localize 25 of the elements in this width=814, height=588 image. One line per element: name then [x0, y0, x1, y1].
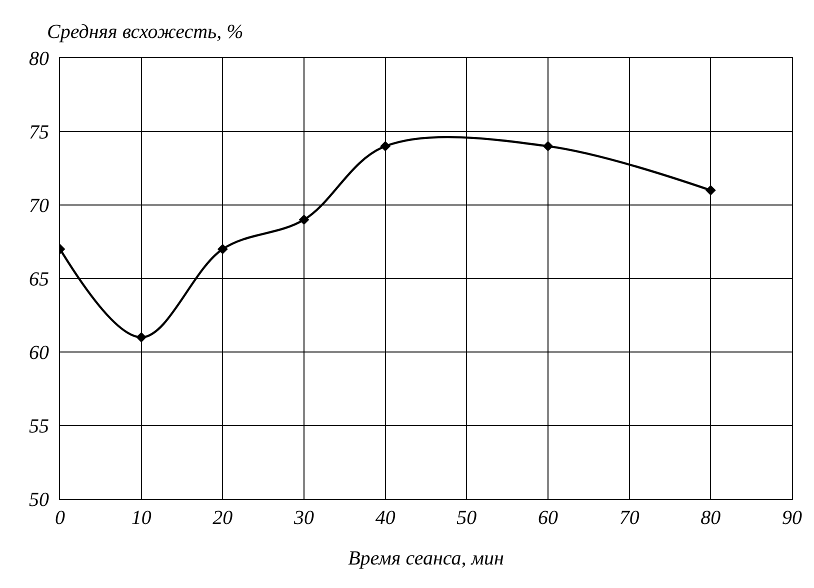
point — [380, 141, 391, 152]
y-tick-label: 75 — [29, 122, 49, 144]
x-tick-label: 70 — [619, 507, 640, 529]
x-tick-label: 50 — [456, 507, 477, 529]
point — [542, 141, 554, 152]
x-tick-label: 90 — [782, 507, 802, 529]
point — [136, 332, 147, 342]
y-tick-label: 80 — [29, 48, 49, 70]
point — [298, 214, 310, 225]
x-axis-title: Время сеанса, мин — [348, 548, 504, 570]
x-tick-label: 60 — [538, 507, 558, 529]
y-tick-label: 55 — [29, 416, 49, 438]
x-tick-label: 10 — [131, 507, 152, 529]
point — [705, 185, 716, 196]
x-tick-label: 0 — [55, 507, 65, 529]
y-axis-title: Средняя всхожесть, % — [47, 21, 244, 43]
x-tick-label: 40 — [375, 507, 396, 529]
y-tick-label: 60 — [29, 342, 49, 364]
x-tick-label: 80 — [700, 507, 721, 529]
y-tick-label: 70 — [29, 195, 49, 217]
x-tick-label: 20 — [212, 507, 233, 529]
y-tick-label: 65 — [29, 268, 49, 290]
x-tick-label: 30 — [293, 507, 314, 529]
y-tick-label: 50 — [29, 489, 49, 511]
point — [217, 244, 228, 254]
